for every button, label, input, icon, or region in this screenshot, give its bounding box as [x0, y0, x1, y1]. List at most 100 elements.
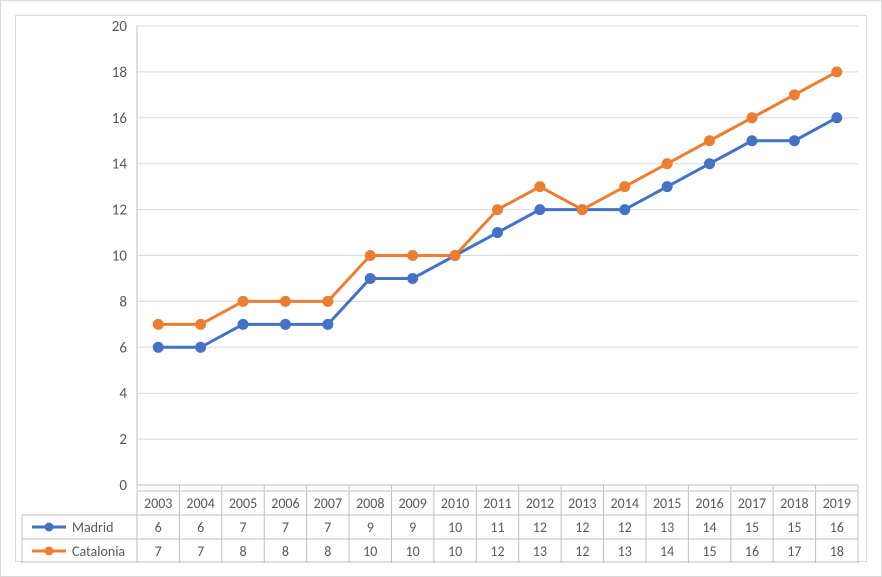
data-point: [493, 205, 503, 215]
data-point: [153, 342, 163, 352]
data-point: [450, 251, 460, 261]
year-label: 2008: [356, 495, 384, 512]
data-point: [747, 136, 757, 146]
table-cell: 8: [239, 543, 246, 560]
table-cell: 10: [363, 543, 377, 560]
table-cell: 7: [239, 519, 246, 536]
data-point: [238, 296, 248, 306]
table-cell: 17: [787, 543, 801, 560]
year-label: 2016: [695, 495, 723, 512]
table-cell: 6: [197, 519, 204, 536]
data-point: [789, 90, 799, 100]
chart-area: 0246810121416182020032004200520062007200…: [15, 15, 867, 562]
year-label: 2012: [526, 495, 554, 512]
table-cell: 16: [745, 543, 759, 560]
year-label: 2010: [441, 495, 469, 512]
data-point: [535, 205, 545, 215]
table-cell: 13: [660, 519, 674, 536]
table-cell: 14: [660, 543, 674, 560]
table-cell: 12: [575, 543, 589, 560]
table-cell: 8: [282, 543, 289, 560]
table-cell: 10: [448, 543, 462, 560]
data-point: [323, 319, 333, 329]
data-point: [789, 136, 799, 146]
year-label: 2005: [229, 495, 257, 512]
table-cell: 18: [830, 543, 844, 560]
data-point: [535, 182, 545, 192]
data-point: [365, 251, 375, 261]
year-label: 2011: [483, 495, 511, 512]
legend-marker: [45, 523, 54, 532]
data-point: [620, 182, 630, 192]
y-tick-label: 12: [112, 202, 127, 220]
data-point: [705, 136, 715, 146]
year-label: 2017: [738, 495, 766, 512]
year-label: 2018: [780, 495, 808, 512]
data-point: [832, 113, 842, 123]
y-tick-label: 20: [112, 18, 128, 36]
year-label: 2019: [823, 495, 851, 512]
legend-label: Madrid: [72, 519, 113, 536]
table-cell: 7: [324, 519, 331, 536]
year-label: 2014: [611, 495, 639, 512]
chart-svg: 0246810121416182020032004200520062007200…: [16, 16, 868, 563]
data-point: [705, 159, 715, 169]
data-point: [408, 273, 418, 283]
table-cell: 15: [745, 519, 759, 536]
year-label: 2009: [398, 495, 426, 512]
data-point: [280, 296, 290, 306]
y-tick-label: 6: [119, 339, 127, 357]
series-line-catalonia: [158, 72, 837, 324]
table-cell: 13: [533, 543, 547, 560]
data-point: [365, 273, 375, 283]
legend-label: Catalonia: [72, 543, 125, 560]
y-tick-label: 8: [119, 293, 127, 311]
data-point: [493, 228, 503, 238]
data-table: 2003 2004 2005 2006 2007 2008 2009 2010 2011 2012…: [21, 490, 858, 563]
table-cell: 8: [324, 543, 331, 560]
chart-frame: 0246810121416182020032004200520062007200…: [0, 0, 882, 577]
data-point: [620, 205, 630, 215]
data-point: [747, 113, 757, 123]
table-cell: 15: [702, 543, 716, 560]
year-label: 2013: [568, 495, 596, 512]
table-cell: 12: [575, 519, 589, 536]
legend-marker: [45, 547, 54, 556]
table-cell: 16: [830, 519, 844, 536]
data-point: [323, 296, 333, 306]
data-point: [408, 251, 418, 261]
data-point: [153, 319, 163, 329]
y-tick-label: 2: [119, 431, 127, 449]
table-cell: 15: [787, 519, 801, 536]
year-label: 2003: [144, 495, 172, 512]
table-cell: 13: [618, 543, 632, 560]
data-point: [238, 319, 248, 329]
table-cell: 6: [155, 519, 162, 536]
data-point: [196, 342, 206, 352]
data-point: [662, 159, 672, 169]
data-point: [280, 319, 290, 329]
year-label: 2004: [186, 495, 214, 512]
y-tick-label: 18: [112, 64, 127, 82]
year-label: 2015: [653, 495, 681, 512]
table-cell: 10: [406, 543, 420, 560]
y-tick-label: 14: [112, 156, 128, 174]
data-point: [662, 182, 672, 192]
table-cell: 12: [618, 519, 632, 536]
y-tick-label: 4: [119, 385, 127, 403]
table-cell: 12: [490, 543, 504, 560]
data-point: [577, 205, 587, 215]
table-cell: 10: [448, 519, 462, 536]
y-tick-label: 16: [112, 110, 128, 128]
data-point: [196, 319, 206, 329]
year-label: 2006: [271, 495, 299, 512]
data-point: [832, 67, 842, 77]
table-cell: 7: [155, 543, 162, 560]
table-cell: 7: [282, 519, 289, 536]
table-cell: 9: [409, 519, 416, 536]
table-cell: 12: [533, 519, 547, 536]
table-cell: 9: [367, 519, 374, 536]
y-tick-label: 10: [112, 248, 128, 266]
year-label: 2007: [314, 495, 342, 512]
table-cell: 11: [490, 519, 504, 536]
